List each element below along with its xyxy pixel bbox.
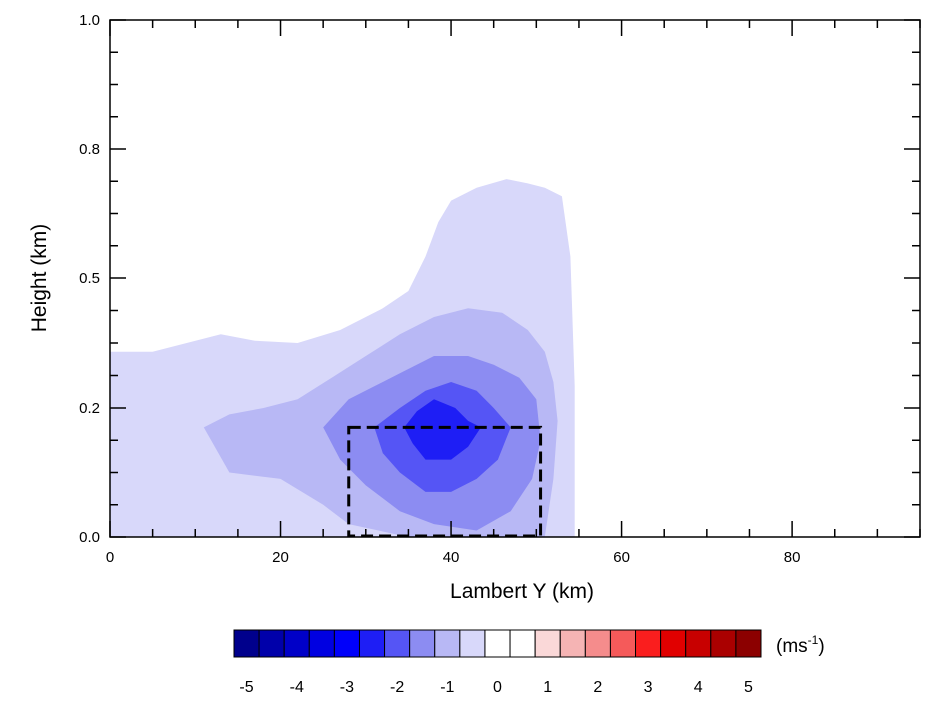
- colorbar-tick-label: -1: [440, 679, 454, 696]
- colorbar-swatch: [534, 629, 561, 658]
- highlight-dashed-box: [347, 425, 543, 538]
- colorbar-tick-labels: -5 -4 -3 -2 -1 0 1 2 3 4 5: [239, 679, 753, 696]
- colorbar-swatch: [609, 629, 637, 658]
- x-tick-label: 0: [106, 549, 114, 566]
- colorbar-swatch: [358, 629, 386, 658]
- colorbar-tick-label: -2: [390, 679, 404, 696]
- x-tick-label: 80: [784, 549, 801, 566]
- colorbar-unit-label: (ms-1): [776, 633, 825, 657]
- colorbar-swatch: [233, 629, 260, 658]
- y-tick-label: 0.5: [79, 270, 100, 287]
- y-tick-label: 0.0: [79, 529, 100, 546]
- colorbar-tick-label: 2: [593, 679, 602, 696]
- y-tick-label: 0.2: [79, 400, 100, 417]
- colorbar-swatch: [434, 629, 461, 658]
- colorbar-tick-label: 5: [744, 679, 753, 696]
- colorbar-swatch: [258, 629, 285, 658]
- colorbar-tick-label: 4: [694, 679, 703, 696]
- colorbar-swatch: [283, 629, 310, 658]
- colorbar-swatch: [409, 629, 436, 658]
- colorbar-swatch: [308, 629, 335, 658]
- contour-region-5: [404, 399, 481, 460]
- unit-base: (ms: [776, 636, 808, 657]
- colorbar-tick-label: 3: [644, 679, 653, 696]
- colorbar-tick-label: 1: [543, 679, 552, 696]
- x-tick-label: 60: [613, 549, 630, 566]
- x-axis-title: Lambert Y (km): [450, 580, 594, 603]
- colorbar-tick-label: -3: [340, 679, 354, 696]
- highlight-box-layer: [347, 425, 543, 538]
- unit-exponent: -1: [808, 633, 819, 647]
- axis-tick-labels: 0 20 40 60 80 0.0 0.2 0.5 0.8 1.0: [79, 12, 800, 566]
- colorbar: [233, 629, 762, 658]
- colorbar-swatch: [333, 629, 360, 658]
- colorbar-swatch: [559, 629, 586, 658]
- contour-fill-layer: [110, 179, 575, 537]
- colorbar-swatch: [710, 629, 737, 658]
- y-tick-label: 0.8: [79, 141, 100, 158]
- colorbar-swatch: [584, 629, 611, 658]
- colorbar-swatch: [509, 629, 536, 658]
- colorbar-swatch: [735, 629, 762, 658]
- colorbar-swatch: [685, 629, 712, 658]
- unit-close: ): [818, 636, 824, 657]
- x-tick-label: 40: [443, 549, 460, 566]
- y-tick-label: 1.0: [79, 12, 100, 29]
- x-tick-label: 20: [272, 549, 289, 566]
- colorbar-swatch: [384, 629, 411, 658]
- colorbar-swatch: [484, 629, 511, 658]
- colorbar-tick-label: 0: [493, 679, 502, 696]
- y-axis-title: Height (km): [28, 224, 51, 333]
- colorbar-swatch: [635, 629, 662, 658]
- colorbar-tick-label: -5: [239, 679, 253, 696]
- colorbar-tick-label: -4: [290, 679, 304, 696]
- colorbar-swatch: [459, 629, 486, 658]
- colorbar-swatch: [660, 629, 687, 658]
- axis-ticks: [109, 19, 921, 538]
